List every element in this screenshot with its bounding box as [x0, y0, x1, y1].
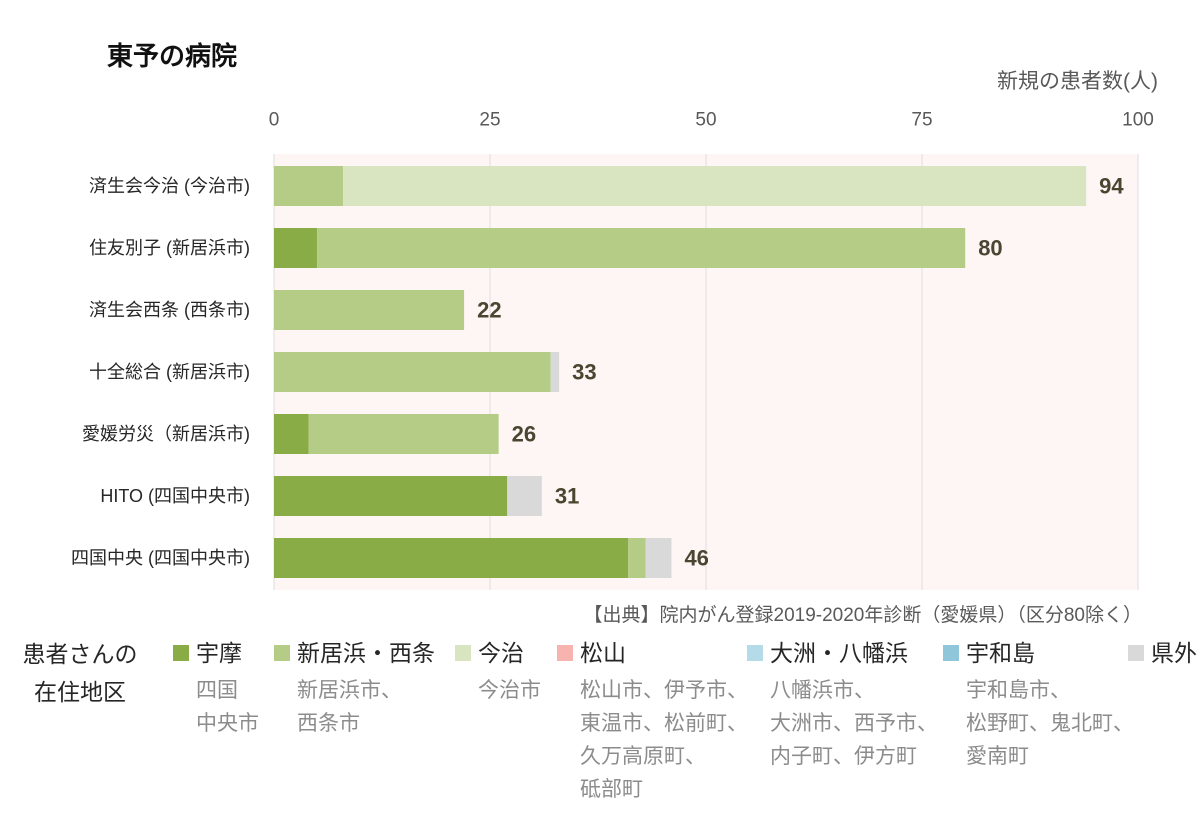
bar-7-segment-1: [274, 538, 629, 578]
legend-area-line: 新居浜市、: [297, 679, 402, 702]
chart-title: 東予の病院: [107, 41, 238, 71]
bar-3-segment-2: [274, 290, 465, 330]
legend-swatch: [173, 645, 189, 661]
legend-area-list: 今治市: [478, 674, 541, 707]
legend-swatch: [1128, 645, 1144, 661]
legend-area-line: 松山市、伊予市、: [580, 679, 748, 702]
x-tick-label: 75: [911, 110, 932, 131]
category-label: 四国中央 (四国中央市): [71, 548, 250, 568]
legend-heading-line: 在住地区: [34, 679, 126, 705]
value-label: 26: [512, 422, 536, 447]
legend-area-line: 中央市: [196, 712, 259, 735]
legend-swatch: [274, 645, 290, 661]
category-label: 愛媛労災（新居浜市): [82, 424, 250, 444]
bar-4-segment-7: [550, 352, 560, 392]
value-label: 80: [978, 236, 1002, 261]
value-label: 94: [1099, 174, 1124, 199]
value-label: 46: [684, 546, 708, 571]
legend-area-list: 宇和島市、松野町、鬼北町、 愛南町: [966, 674, 1134, 773]
x-tick-label: 50: [695, 110, 716, 131]
legend-area-line: 八幡浜市、: [770, 679, 875, 702]
value-label: 22: [477, 298, 501, 323]
legend-label: 宇摩: [196, 640, 242, 666]
legend-swatch: [455, 645, 471, 661]
legend-label: 松山: [580, 640, 626, 666]
legend-area-list: 四国 中央市: [196, 674, 259, 740]
legend-heading: 患者さんの 在住地区: [18, 635, 142, 711]
value-label: 31: [555, 484, 579, 509]
legend-area-line: 四国: [196, 679, 238, 702]
bar-5-segment-1: [274, 414, 309, 454]
legend-area-line: 宇和島市、: [966, 679, 1071, 702]
legend-area-line: 内子町、伊方町: [770, 745, 917, 768]
legend-area-line: 久万高原町、: [580, 745, 706, 768]
source-note: 【出典】院内がん登録2019-2020年診断（愛媛県）（区分80除く）: [583, 605, 1143, 626]
legend-swatch: [747, 645, 763, 661]
legend-area-line: 西条市: [297, 712, 360, 735]
legend-label: 県外: [1151, 640, 1197, 666]
legend-area-line: 松野町、鬼北町、: [966, 712, 1134, 735]
legend-label: 新居浜・西条: [297, 640, 435, 666]
legend-area-line: 砥部町: [580, 778, 643, 801]
bar-7-segment-2: [628, 538, 646, 578]
bar-2-segment-2: [317, 228, 966, 268]
legend-label: 宇和島: [966, 640, 1035, 666]
bar-1-segment-2: [274, 166, 344, 206]
bar-4-segment-2: [274, 352, 551, 392]
legend-area-list: 八幡浜市、大洲市、西予市、 内子町、伊方町: [770, 674, 938, 773]
legend-area-list: 新居浜市、 西条市: [297, 674, 402, 740]
legend-label: 大洲・八幡浜: [770, 640, 908, 666]
legend-area-line: 大洲市、西予市、: [770, 712, 938, 735]
x-tick-label: 25: [479, 110, 500, 131]
legend-area-line: 東温市、松前町、: [580, 712, 748, 735]
bar-2-segment-1: [274, 228, 318, 268]
bar-6-segment-7: [507, 476, 542, 516]
bar-6-segment-1: [274, 476, 508, 516]
legend-heading-line: 患者さんの: [22, 641, 138, 667]
legend-label: 今治: [478, 640, 524, 666]
bar-1-segment-3: [343, 166, 1087, 206]
bar-5-segment-2: [308, 414, 499, 454]
stacked-bar-chart: 0 25 50 75 100 済生会今治 (今治市) 94 住友別子 (新居浜市) 80 済生会西…: [71, 110, 1154, 590]
category-label: 済生会西条 (西条市): [89, 300, 250, 320]
bar-7-segment-7: [645, 538, 672, 578]
x-tick-label: 100: [1122, 110, 1154, 131]
category-label: 住友別子 (新居浜市): [89, 238, 250, 258]
x-tick-label: 0: [269, 110, 280, 131]
legend-swatch: [943, 645, 959, 661]
legend-area-line: 今治市: [478, 679, 541, 702]
value-label: 33: [572, 360, 596, 385]
legend-swatch: [557, 645, 573, 661]
legend-area-line: 愛南町: [966, 745, 1029, 768]
legend-area-list: 松山市、伊予市、 東温市、松前町、 久万高原町、 砥部町: [580, 674, 748, 806]
category-label: HITO (四国中央市): [100, 486, 250, 506]
x-axis-title: 新規の患者数(人): [997, 70, 1158, 93]
category-label: 済生会今治 (今治市): [89, 176, 250, 196]
category-label: 十全総合 (新居浜市): [89, 362, 250, 382]
